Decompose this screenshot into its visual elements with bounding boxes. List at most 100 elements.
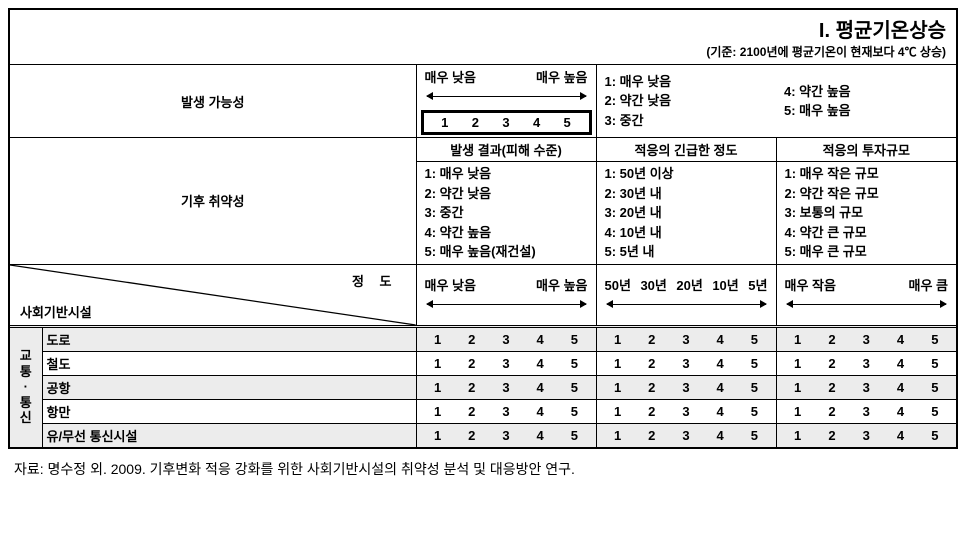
n: 3 bbox=[502, 356, 509, 371]
n: 1 bbox=[434, 380, 441, 395]
n: 5 bbox=[571, 380, 578, 395]
n: 4 bbox=[897, 428, 904, 443]
range-high: 매우 높음 bbox=[536, 275, 587, 294]
n: 5 bbox=[751, 332, 758, 347]
legend-item: 2: 약간 낮음 bbox=[605, 91, 773, 111]
n: 2 bbox=[648, 332, 655, 347]
row1-scale-head: 매우 낮음 매우 높음 bbox=[416, 65, 596, 108]
legend-item: 4: 약간 높음 bbox=[784, 82, 952, 102]
n: 5 bbox=[571, 404, 578, 419]
cell: 12345 bbox=[416, 326, 596, 351]
n: 1 bbox=[434, 404, 441, 419]
range-tick: 10년 bbox=[712, 275, 738, 294]
row2-label: 기후 취약성 bbox=[10, 138, 416, 265]
n: 5 bbox=[571, 356, 578, 371]
diagonal-top-label: 정 도 bbox=[352, 271, 398, 290]
row-label: 도로 bbox=[42, 326, 416, 351]
range-head-1: 매우 낮음 매우 높음 bbox=[416, 264, 596, 326]
col-head-1: 발생 결과(피해 수준) bbox=[416, 138, 596, 162]
scale-high: 매우 높음 bbox=[536, 67, 587, 86]
row1-legend-b: 4: 약간 높음 5: 매우 높음 bbox=[776, 65, 956, 138]
row-label: 항만 bbox=[42, 399, 416, 423]
double-arrow bbox=[427, 96, 586, 97]
n: 1 bbox=[614, 428, 621, 443]
cell: 12345 bbox=[416, 399, 596, 423]
legend-item: 4: 10년 내 bbox=[605, 223, 772, 243]
legend-item: 3: 보통의 규모 bbox=[785, 203, 953, 223]
row1-legend-a: 1: 매우 낮음 2: 약간 낮음 3: 중간 bbox=[596, 65, 776, 138]
legend-item: 1: 매우 낮음 bbox=[605, 72, 773, 92]
form-title: I. 평균기온상승 bbox=[10, 10, 956, 43]
main-table: 발생 가능성 매우 낮음 매우 높음 1: 매우 낮음 2: 약간 낮음 3: … bbox=[10, 65, 956, 447]
n: 2 bbox=[648, 380, 655, 395]
n: 4 bbox=[537, 356, 544, 371]
range-tick: 30년 bbox=[640, 275, 666, 294]
n: 3 bbox=[863, 428, 870, 443]
n: 2 bbox=[468, 332, 475, 347]
legend-item: 5: 매우 높음 bbox=[784, 101, 952, 121]
n: 2 bbox=[468, 404, 475, 419]
legend-item: 2: 30년 내 bbox=[605, 184, 772, 204]
row-label: 유/무선 통신시설 bbox=[42, 423, 416, 447]
row1-numbox: 1 2 3 4 5 bbox=[416, 108, 596, 138]
range-tick: 5년 bbox=[748, 275, 767, 294]
n: 1 bbox=[434, 332, 441, 347]
n: 1 bbox=[794, 356, 801, 371]
n: 5 bbox=[931, 332, 938, 347]
range-tick: 50년 bbox=[605, 275, 631, 294]
cell: 12345 bbox=[596, 326, 776, 351]
double-arrow bbox=[787, 304, 947, 305]
legend-item: 3: 중간 bbox=[605, 111, 773, 131]
n: 4 bbox=[717, 428, 724, 443]
n: 1 bbox=[794, 380, 801, 395]
col-head-2: 적응의 긴급한 정도 bbox=[596, 138, 776, 162]
scale-num: 2 bbox=[472, 115, 479, 130]
n: 1 bbox=[794, 428, 801, 443]
col3-legend: 1: 매우 작은 규모 2: 약간 작은 규모 3: 보통의 규모 4: 약간 … bbox=[776, 162, 956, 265]
col1-legend: 1: 매우 낮음 2: 약간 낮음 3: 중간 4: 약간 높음 5: 매우 높… bbox=[416, 162, 596, 265]
n: 2 bbox=[828, 332, 835, 347]
n: 1 bbox=[614, 380, 621, 395]
row1-label: 발생 가능성 bbox=[10, 65, 416, 138]
n: 4 bbox=[537, 404, 544, 419]
cell: 12345 bbox=[776, 375, 956, 399]
cell: 12345 bbox=[776, 351, 956, 375]
n: 1 bbox=[434, 356, 441, 371]
n: 2 bbox=[468, 380, 475, 395]
cell: 12345 bbox=[596, 423, 776, 447]
n: 4 bbox=[897, 404, 904, 419]
n: 5 bbox=[751, 404, 758, 419]
n: 5 bbox=[931, 356, 938, 371]
n: 3 bbox=[863, 404, 870, 419]
legend-item: 4: 약간 높음 bbox=[425, 223, 592, 243]
n: 2 bbox=[828, 428, 835, 443]
cell: 12345 bbox=[596, 399, 776, 423]
form-subtitle: (기준: 2100년에 평균기온이 현재보다 4℃ 상승) bbox=[10, 43, 956, 65]
row-label: 공항 bbox=[42, 375, 416, 399]
cell: 12345 bbox=[776, 399, 956, 423]
n: 2 bbox=[468, 356, 475, 371]
n: 5 bbox=[751, 356, 758, 371]
n: 3 bbox=[682, 404, 689, 419]
range-low: 매우 낮음 bbox=[425, 275, 476, 294]
legend-item: 5: 매우 큰 규모 bbox=[785, 242, 953, 262]
double-arrow bbox=[427, 304, 586, 305]
n: 4 bbox=[897, 332, 904, 347]
n: 3 bbox=[682, 380, 689, 395]
scale-num: 1 bbox=[441, 115, 448, 130]
cell: 12345 bbox=[596, 375, 776, 399]
n: 3 bbox=[502, 332, 509, 347]
n: 2 bbox=[828, 380, 835, 395]
range-tick: 20년 bbox=[676, 275, 702, 294]
n: 4 bbox=[897, 356, 904, 371]
cell: 12345 bbox=[776, 423, 956, 447]
cell: 12345 bbox=[416, 375, 596, 399]
n: 5 bbox=[751, 428, 758, 443]
n: 4 bbox=[537, 428, 544, 443]
n: 2 bbox=[828, 356, 835, 371]
n: 5 bbox=[751, 380, 758, 395]
range-head-3: 매우 작음 매우 큼 bbox=[776, 264, 956, 326]
legend-item: 1: 매우 낮음 bbox=[425, 164, 592, 184]
cell: 1 2 3 4 5 bbox=[416, 351, 596, 375]
n: 2 bbox=[648, 404, 655, 419]
